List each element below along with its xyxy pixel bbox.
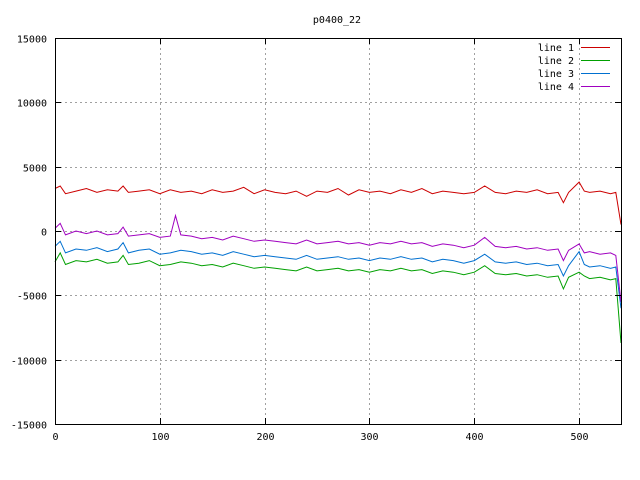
series-line-2 — [54, 251, 622, 343]
y-tick-label: -5000 — [17, 292, 47, 303]
y-tick-label: -15000 — [11, 421, 47, 432]
y-tick-label: 0 — [41, 228, 47, 239]
x-tick-label: 0 — [52, 432, 58, 443]
series-layer — [54, 181, 622, 343]
x-tick-label: 400 — [465, 432, 483, 443]
series-line-4 — [54, 213, 622, 302]
chart-title: p0400_22 — [313, 15, 361, 26]
x-tick-label: 200 — [256, 432, 274, 443]
axis-ticks: 0 100 200 300 400 500 -15000 -10000 -5000 0 5000 10… — [11, 35, 621, 443]
legend: line 1 line 2 line 3 line 4 — [538, 43, 610, 93]
y-tick-label: -10000 — [11, 357, 47, 368]
legend-label: line 3 — [538, 69, 574, 80]
series-line-1 — [54, 181, 622, 225]
legend-label: line 4 — [538, 82, 574, 93]
legend-label: line 1 — [538, 43, 574, 54]
y-tick-label: 5000 — [23, 164, 47, 175]
legend-label: line 2 — [538, 56, 574, 67]
x-tick-label: 100 — [151, 432, 169, 443]
y-tick-label: 15000 — [17, 35, 47, 46]
series-line-3 — [54, 240, 622, 309]
y-tick-label: 10000 — [17, 99, 47, 110]
x-tick-label: 300 — [360, 432, 378, 443]
grid — [55, 38, 621, 424]
x-tick-label: 500 — [570, 432, 588, 443]
